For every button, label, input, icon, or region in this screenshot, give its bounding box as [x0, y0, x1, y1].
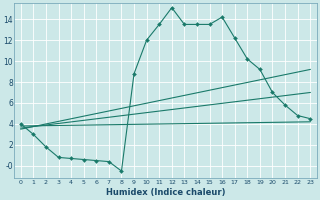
X-axis label: Humidex (Indice chaleur): Humidex (Indice chaleur) [106, 188, 225, 197]
